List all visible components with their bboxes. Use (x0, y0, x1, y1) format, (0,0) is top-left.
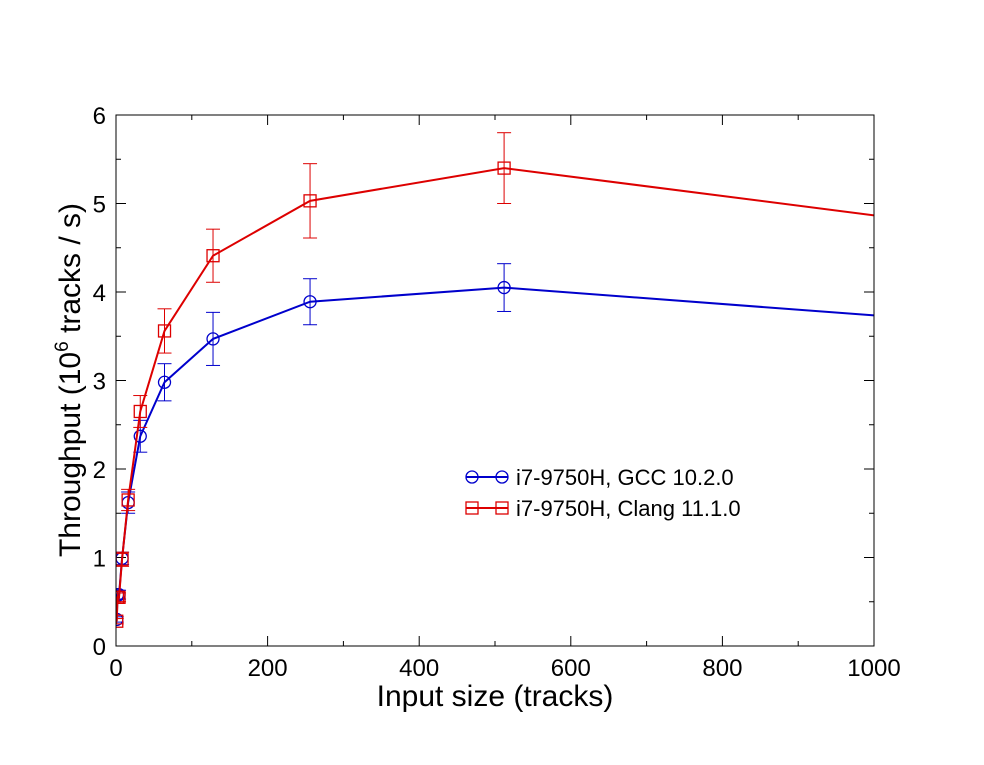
series-line (116, 286, 874, 620)
y-tick-label: 4 (93, 280, 106, 307)
tick-labels: 0 200 400 600 800 1000 0 1 2 3 4 5 6 (93, 103, 901, 682)
y-axis-label-suffix: tracks / s) (54, 203, 87, 341)
data-point (157, 324, 172, 338)
data-point (497, 280, 511, 295)
series-layer (116, 132, 898, 628)
x-tick-label: 1000 (847, 655, 900, 682)
data-point (206, 332, 220, 346)
x-tick-label: 800 (702, 655, 742, 682)
data-point (157, 375, 172, 389)
legend-label-gcc: i7-9750H, GCC 10.2.0 (516, 465, 734, 490)
legend-marker-gcc-right (495, 470, 509, 484)
data-point (116, 614, 124, 628)
y-axis-label-exponent: 6 (52, 341, 73, 352)
y-tick-label: 6 (93, 103, 106, 130)
data-point (303, 194, 317, 208)
x-axis-label: Input size (tracks) (377, 680, 614, 713)
data-point (133, 429, 147, 443)
data-point (886, 311, 898, 323)
data-point (121, 493, 135, 507)
data-point (886, 212, 898, 224)
y-tick-label: 5 (93, 192, 106, 219)
data-point (116, 590, 126, 604)
y-axis-label: Throughput (106 tracks / s) (52, 203, 87, 557)
y-tick-label: 0 (93, 634, 106, 661)
legend-label-clang: i7-9750H, Clang 11.1.0 (516, 496, 741, 521)
x-tick-label: 400 (399, 655, 439, 682)
legend-item-clang: i7-9750H, Clang 11.1.0 (465, 496, 741, 521)
x-tick-label: 0 (109, 655, 122, 682)
series-gcc (116, 263, 898, 627)
series-line (116, 167, 874, 622)
y-tick-label: 2 (93, 457, 106, 484)
series-clang (116, 132, 898, 628)
y-tick-label: 1 (93, 546, 106, 573)
legend-item-gcc: i7-9750H, GCC 10.2.0 (465, 465, 734, 490)
y-axis-label-prefix: Throughput (10 (54, 352, 87, 557)
legend: i7-9750H, GCC 10.2.0 i7-9750H, Clang 11.… (465, 465, 741, 521)
data-point (133, 404, 147, 419)
x-tick-label: 200 (248, 655, 288, 682)
y-tick-label: 3 (93, 369, 106, 396)
x-tick-label: 600 (551, 655, 591, 682)
data-point (206, 249, 220, 263)
legend-marker-clang-right (495, 501, 509, 515)
axis-ticks (115, 114, 875, 647)
legend-marker-gcc-left (465, 470, 479, 484)
data-point (303, 295, 317, 309)
legend-marker-clang-left (465, 501, 479, 515)
plot-frame (115, 114, 875, 647)
data-point (497, 161, 511, 175)
